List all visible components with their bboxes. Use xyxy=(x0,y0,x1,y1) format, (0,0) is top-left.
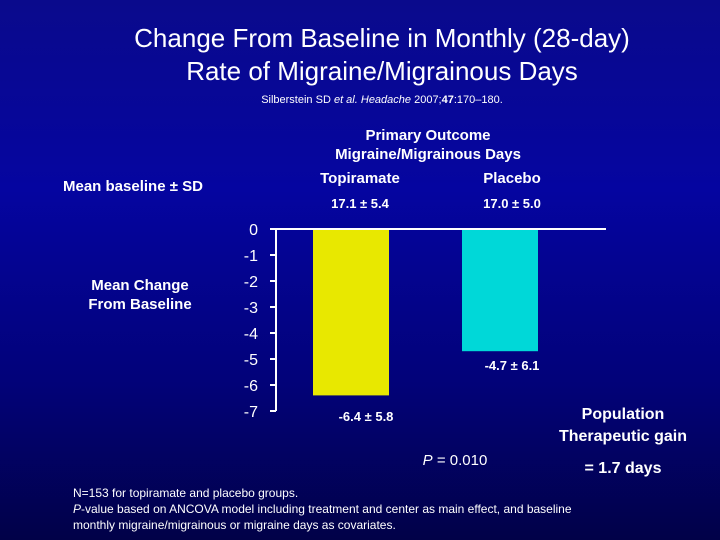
bar-placebo xyxy=(462,230,538,352)
citation-pages: :170–180. xyxy=(453,94,503,106)
p-value-prefix: P xyxy=(422,452,433,469)
placebo-header: Placebo xyxy=(483,170,541,187)
primary-outcome-line-2: Migraine/Migrainous Days xyxy=(335,146,521,163)
gain-line-1: Population xyxy=(581,406,665,423)
placebo-baseline-value: 17.0 ± 5.0 xyxy=(483,196,541,211)
data-label-topiramate: -6.4 ± 5.8 xyxy=(339,409,394,424)
mean-change-label: Mean Change From Baseline xyxy=(60,276,220,314)
citation: Silberstein SD et al. Headache 2007;47:1… xyxy=(0,94,720,106)
y-tick-label: -2 xyxy=(244,274,258,291)
p-value: P = 0.010 xyxy=(400,452,510,469)
y-tick-label: -6 xyxy=(244,378,258,395)
mean-change-line-1: Mean Change xyxy=(91,277,189,294)
chart-axes: 0 -1 -2 -3 -4 -5 -6 -7 xyxy=(244,222,606,421)
footnote-p-prefix: P xyxy=(73,502,82,516)
topiramate-header: Topiramate xyxy=(320,170,400,187)
footnote-line-1: N=153 for topiramate and placebo groups. xyxy=(73,486,299,500)
primary-outcome-heading: Primary Outcome Migraine/Migrainous Days xyxy=(300,126,556,164)
citation-etal: et al. xyxy=(333,94,358,106)
footnote-line-2-text: -value based on ANCOVA model including t… xyxy=(81,502,572,516)
y-tick-label: -1 xyxy=(244,248,258,265)
primary-outcome-line-1: Primary Outcome xyxy=(365,127,491,144)
y-tick-label: -5 xyxy=(244,352,258,369)
title-line-1: Change From Baseline in Monthly (28-day) xyxy=(134,23,630,53)
citation-year: 2007; xyxy=(411,94,442,106)
y-tick-label: -7 xyxy=(244,404,258,421)
topiramate-baseline-value: 17.1 ± 5.4 xyxy=(331,196,389,211)
mean-change-line-2: From Baseline xyxy=(88,296,192,313)
p-value-text: = 0.010 xyxy=(432,452,488,469)
y-tick-label: 0 xyxy=(249,222,258,239)
footnote-line-3: monthly migraine/migrainous or migraine … xyxy=(73,518,396,532)
citation-authors: Silberstein SD xyxy=(261,94,334,106)
gain-line-2: Therapeutic gain xyxy=(558,428,688,445)
chart-data-labels: -6.4 ± 5.8 -4.7 ± 6.1 xyxy=(339,358,540,424)
mean-baseline-label: Mean baseline ± SD xyxy=(63,178,203,195)
y-tick-label: -3 xyxy=(244,300,258,317)
chart-bars xyxy=(313,230,538,396)
citation-volume: 47 xyxy=(441,94,454,106)
title-line-2: Rate of Migraine/Migrainous Days xyxy=(186,56,578,86)
footnote-line-2: P-value based on ANCOVA model including … xyxy=(73,501,713,517)
therapeutic-gain-label: Population Therapeutic gain xyxy=(548,404,698,448)
bar-topiramate xyxy=(313,230,389,396)
citation-journal: Headache xyxy=(357,94,412,106)
therapeutic-gain-value: = 1.7 days xyxy=(584,460,662,477)
slide-title: Change From Baseline in Monthly (28-day)… xyxy=(0,22,720,88)
y-tick-label: -4 xyxy=(244,326,258,343)
data-label-placebo: -4.7 ± 6.1 xyxy=(485,358,540,373)
footnote: N=153 for topiramate and placebo groups.… xyxy=(73,485,713,533)
